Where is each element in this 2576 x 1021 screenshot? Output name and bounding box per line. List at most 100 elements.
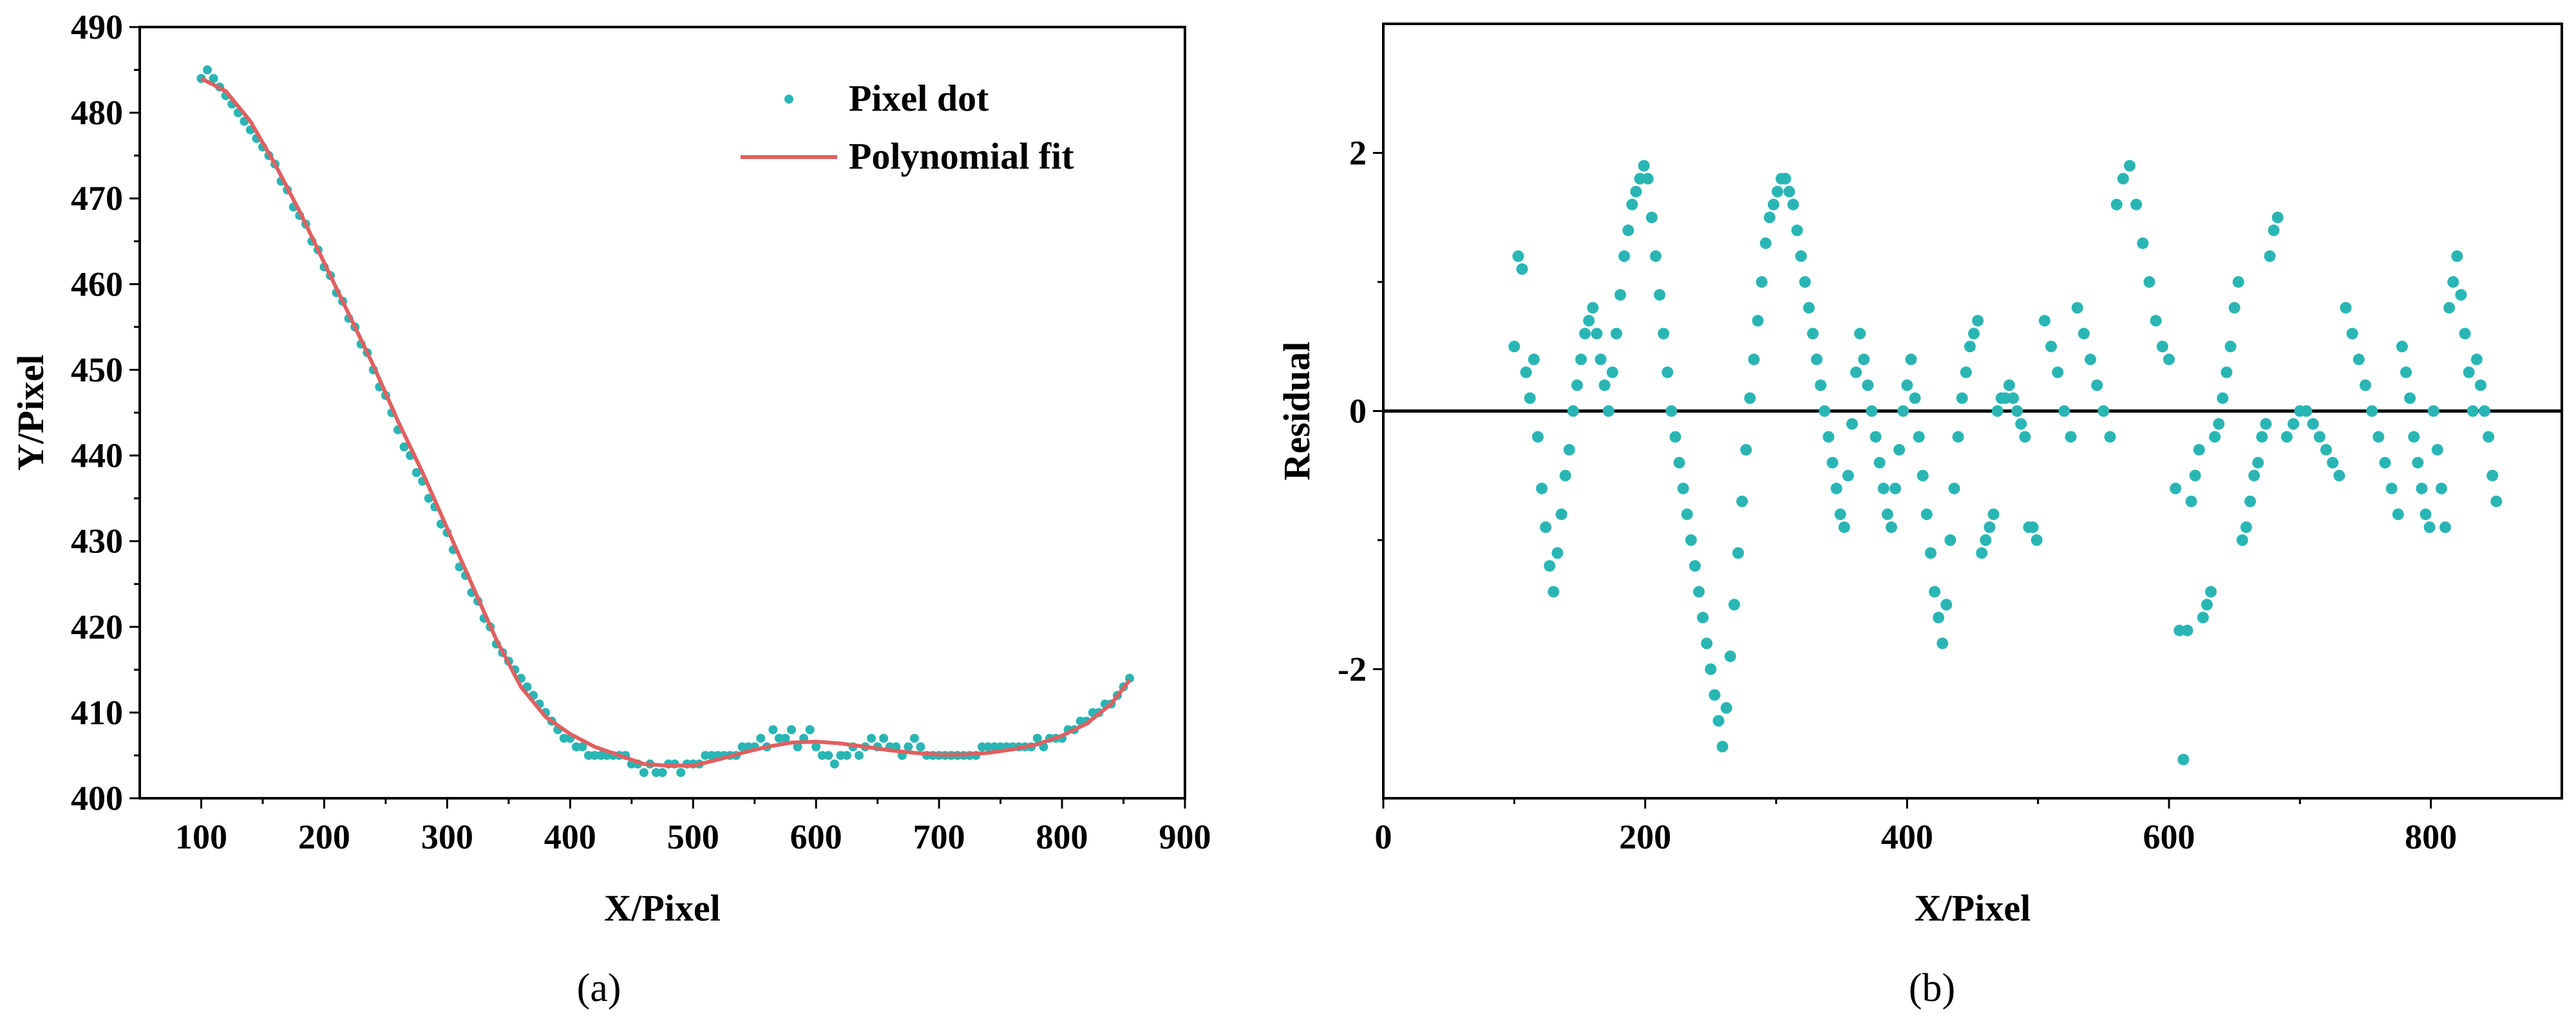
x-tick-label: 400 — [544, 818, 596, 856]
residual-dot — [1819, 405, 1831, 417]
residual-dot — [1642, 173, 1654, 185]
residual-dot — [1756, 276, 1768, 288]
residual-dot — [1862, 379, 1874, 391]
x-axis-title: X/Pixel — [604, 887, 720, 929]
residual-dot — [1885, 521, 1897, 533]
residual-dot — [1948, 482, 1960, 494]
residual-dot — [1520, 366, 1532, 379]
y-tick-label: 470 — [71, 179, 123, 218]
residual-dot — [1544, 560, 1556, 572]
residual-dot — [2260, 418, 2272, 430]
residual-dot — [1956, 392, 1968, 404]
residual-dot — [2031, 534, 2043, 546]
residual-dot — [2427, 405, 2439, 417]
residual-dot — [1976, 547, 1988, 559]
x-tick-label: 0 — [1375, 818, 1392, 856]
residual-dot — [1924, 547, 1937, 559]
x-tick-label: 500 — [667, 818, 719, 856]
residual-dot — [2091, 379, 2103, 391]
residual-dot — [2423, 521, 2436, 533]
y-tick-label: 420 — [71, 608, 123, 646]
residual-dot — [1618, 250, 1631, 262]
panel-caption: (b) — [1909, 966, 1955, 1010]
legend-dot-marker — [784, 95, 793, 104]
residual-dot — [1606, 366, 1618, 379]
pixel-dot — [793, 742, 802, 752]
residual-dot — [1909, 392, 1921, 404]
residual-dot — [1815, 379, 1827, 391]
residual-dot — [1709, 689, 1721, 701]
residual-dot — [1752, 315, 1764, 327]
residual-dot — [1575, 353, 1587, 366]
residual-dot — [2463, 366, 2475, 379]
residual-dot — [1638, 160, 1650, 172]
pixel-dot — [658, 768, 667, 778]
residual-dot — [2474, 379, 2486, 391]
residual-dot — [2232, 276, 2244, 288]
residual-dot — [2392, 508, 2404, 520]
residual-dot — [2372, 431, 2385, 443]
residual-dot — [2065, 431, 2077, 443]
residual-dot — [2185, 495, 2197, 507]
residual-dot — [2197, 612, 2209, 624]
y-tick-label: 480 — [71, 93, 123, 132]
x-tick-label: 600 — [790, 818, 842, 856]
panel-b: 0 200 400 600 800 -2 0 2 X/Pixel Residual (b) — [1276, 23, 2563, 1010]
residual-dot — [2353, 353, 2365, 366]
residual-dot — [2346, 328, 2358, 340]
residual-dot — [1701, 637, 1713, 650]
residual-dot — [2366, 405, 2378, 417]
pixel-dot — [781, 733, 790, 743]
x-tick-label: 100 — [175, 818, 227, 856]
residual-dot — [2110, 198, 2123, 211]
residual-dot — [1712, 715, 1725, 727]
y-tick-label: 440 — [71, 436, 123, 475]
residual-dot — [1803, 302, 1815, 314]
residual-dot — [1933, 612, 1945, 624]
residual-dot — [1583, 315, 1595, 327]
y-axis-title: Y/Pixel — [10, 355, 52, 471]
residual-dot — [2443, 302, 2456, 314]
pixel-dot — [578, 742, 587, 752]
residual-dot — [2085, 353, 2096, 366]
residual-dot — [2264, 250, 2276, 262]
residual-dot — [2256, 431, 2268, 443]
residual-dot — [2455, 289, 2467, 301]
residual-dot — [1980, 534, 1992, 546]
residual-dot — [1897, 405, 1909, 417]
residual-dot — [2447, 276, 2459, 288]
residual-dot — [1917, 469, 1929, 482]
residual-dot — [1877, 482, 1889, 494]
residual-dot — [2181, 624, 2193, 637]
residual-dot — [1901, 379, 1913, 391]
residual-dot — [1689, 560, 1701, 572]
residual-dot — [2130, 198, 2143, 211]
pixel-dot — [909, 733, 919, 743]
residual-dot — [1873, 456, 1886, 469]
residual-dot — [2408, 431, 2420, 443]
residual-dot — [1952, 431, 1964, 443]
residual-dot — [2300, 405, 2313, 417]
residual-dot — [1842, 469, 1854, 482]
residual-dot — [1697, 612, 1709, 624]
x-axis-title: X/Pixel — [1915, 887, 2031, 929]
residual-dot — [2224, 341, 2237, 353]
residual-dot — [2027, 521, 2039, 533]
residual-dot — [1913, 431, 1925, 443]
residual-dot — [1759, 237, 1772, 249]
residual-dot — [1626, 198, 1638, 211]
residual-dot — [1991, 405, 2003, 417]
residual-dot — [2451, 250, 2463, 262]
residual-dot — [1591, 328, 1603, 340]
residual-dot — [1602, 405, 1615, 417]
y-tick-label: 0 — [1349, 392, 1367, 431]
residual-dot — [2467, 405, 2479, 417]
residual-dot — [2281, 431, 2293, 443]
residual-dot — [1665, 405, 1678, 417]
residual-dot — [2479, 405, 2491, 417]
residual-dot — [2078, 328, 2090, 340]
residual-dot — [1654, 289, 1666, 301]
y-tick-label: 2 — [1349, 134, 1367, 173]
y-tick-label: 490 — [71, 8, 123, 46]
y-tick-label: 430 — [71, 522, 123, 561]
